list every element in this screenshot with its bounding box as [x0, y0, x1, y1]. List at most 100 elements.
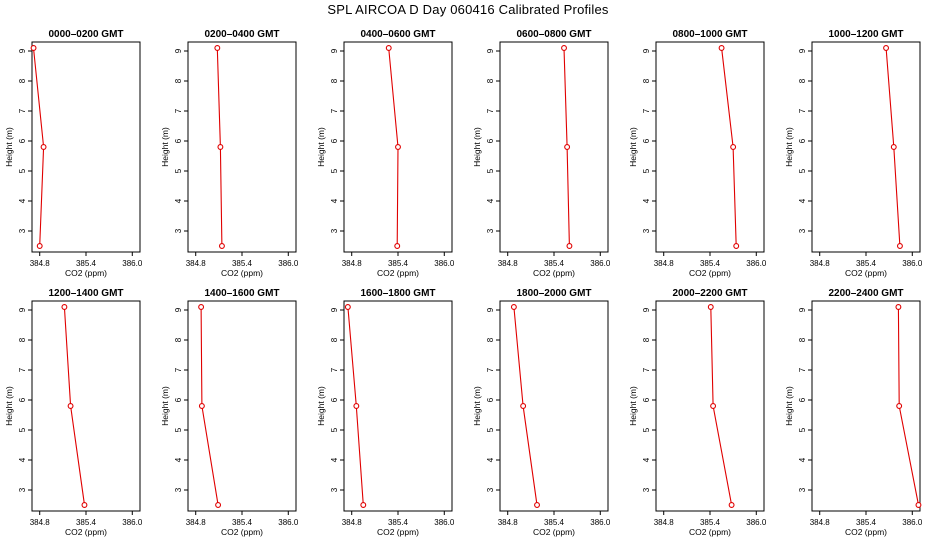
- x-axis-label: CO2 (ppm): [377, 527, 419, 537]
- x-tick-label: 384.8: [498, 259, 519, 268]
- panel-title: 2000–2200 GMT: [672, 288, 747, 299]
- y-axis-label: Height (m): [160, 127, 170, 167]
- data-point: [214, 45, 221, 51]
- x-tick-label: 386.0: [902, 259, 923, 268]
- x-tick-label: 384.8: [30, 518, 51, 527]
- x-tick-label: 384.8: [654, 518, 675, 527]
- panel-8: 1400–1600 GMT 384.8 385.4 386.0 CO2 (ppm) 3 4 5…: [160, 288, 299, 537]
- plot-frame: [187, 41, 297, 253]
- plot-frame: [31, 300, 141, 512]
- y-axis-label: Height (m): [160, 386, 170, 426]
- y-tick-label: 5: [18, 427, 27, 432]
- y-tick-label: 6: [330, 138, 339, 143]
- data-point: [40, 144, 47, 150]
- y-tick-label: 4: [330, 457, 339, 462]
- y-tick-label: 4: [798, 198, 807, 203]
- x-axis-label: CO2 (ppm): [689, 268, 731, 278]
- x-tick-label: 386.0: [902, 518, 923, 527]
- panel-title: 1400–1600 GMT: [204, 288, 279, 299]
- y-tick-label: 5: [642, 168, 651, 173]
- y-tick-label: 4: [798, 457, 807, 462]
- y-tick-label: 5: [330, 168, 339, 173]
- y-tick-label: 4: [486, 457, 495, 462]
- panel-7: 1200–1400 GMT 384.8 385.4 386.0 CO2 (ppm) 3 4 5…: [4, 288, 143, 537]
- x-tick-label: 384.8: [654, 259, 675, 268]
- y-tick-label: 9: [174, 307, 183, 312]
- x-tick-label: 384.8: [810, 518, 831, 527]
- x-axis-label: CO2 (ppm): [65, 527, 107, 537]
- panel-12: 2200–2400 GMT 384.8 385.4 386.0 CO2 (ppm) 3 4 5…: [784, 288, 923, 537]
- y-axis-label: Height (m): [628, 127, 638, 167]
- x-tick-label: 386.0: [590, 518, 611, 527]
- y-tick-label: 8: [486, 337, 495, 342]
- y-tick-label: 8: [642, 337, 651, 342]
- x-tick-label: 384.8: [810, 259, 831, 268]
- data-point: [218, 243, 225, 249]
- y-tick-label: 3: [18, 228, 27, 233]
- panel-title: 1000–1200 GMT: [828, 29, 903, 40]
- plot-frame: [655, 41, 765, 253]
- y-tick-label: 5: [642, 427, 651, 432]
- x-axis-label: CO2 (ppm): [689, 527, 731, 537]
- y-tick-label: 4: [486, 198, 495, 203]
- y-tick-label: 6: [330, 397, 339, 402]
- data-point: [718, 45, 725, 51]
- y-axis-label: Height (m): [628, 386, 638, 426]
- data-point: [520, 403, 527, 409]
- y-tick-label: 9: [486, 48, 495, 53]
- y-tick-label: 3: [798, 487, 807, 492]
- y-tick-label: 9: [798, 307, 807, 312]
- panel-5: 0800–1000 GMT 384.8 385.4 386.0 CO2 (ppm) 3 4 5…: [628, 29, 767, 278]
- panel-title: 0400–0600 GMT: [360, 29, 435, 40]
- y-tick-label: 6: [486, 138, 495, 143]
- panel-4: 0600–0800 GMT 384.8 385.4 386.0 CO2 (ppm) 3 4 5…: [472, 29, 611, 278]
- panel-3: 0400–0600 GMT 384.8 385.4 386.0 CO2 (ppm) 3 4 5…: [316, 29, 455, 278]
- y-tick-label: 9: [330, 307, 339, 312]
- x-tick-label: 385.4: [544, 518, 565, 527]
- y-tick-label: 5: [18, 168, 27, 173]
- panel-1: 0000–0200 GMT 384.8 385.4 386.0 CO2 (ppm) 3 4 5…: [4, 29, 143, 278]
- data-point: [395, 144, 401, 150]
- x-axis-label: CO2 (ppm): [533, 527, 575, 537]
- y-tick-label: 8: [642, 78, 651, 83]
- y-tick-label: 5: [330, 427, 339, 432]
- y-tick-label: 9: [18, 48, 27, 53]
- y-tick-label: 7: [798, 108, 807, 113]
- y-tick-label: 3: [330, 487, 339, 492]
- data-point: [510, 304, 517, 310]
- panel-title: 0000–0200 GMT: [48, 29, 123, 40]
- data-point: [710, 403, 717, 409]
- plot-frame: [655, 300, 765, 512]
- data-point: [360, 502, 367, 508]
- x-tick-label: 384.8: [498, 518, 519, 527]
- data-point: [890, 144, 897, 150]
- y-tick-label: 6: [174, 397, 183, 402]
- y-tick-label: 6: [642, 138, 651, 143]
- y-tick-label: 4: [174, 457, 183, 462]
- panel-title: 0200–0400 GMT: [204, 29, 279, 40]
- data-point: [61, 304, 68, 310]
- y-tick-label: 5: [798, 427, 807, 432]
- data-point: [728, 502, 735, 508]
- panel-title: 0600–0800 GMT: [516, 29, 591, 40]
- y-tick-label: 6: [18, 397, 27, 402]
- x-tick-label: 385.4: [388, 259, 409, 268]
- y-tick-label: 9: [798, 48, 807, 53]
- y-tick-label: 7: [330, 367, 339, 372]
- y-tick-label: 5: [486, 427, 495, 432]
- y-tick-label: 8: [486, 78, 495, 83]
- data-point: [394, 243, 401, 249]
- y-tick-label: 9: [642, 48, 651, 53]
- x-tick-label: 386.0: [278, 518, 299, 527]
- data-point: [67, 403, 74, 409]
- y-tick-label: 5: [798, 168, 807, 173]
- y-tick-label: 4: [18, 457, 27, 462]
- data-point: [730, 144, 737, 150]
- y-tick-label: 9: [486, 307, 495, 312]
- x-tick-label: 385.4: [700, 259, 721, 268]
- panel-10: 1800–2000 GMT 384.8 385.4 386.0 CO2 (ppm) 3 4 5…: [472, 288, 611, 537]
- data-point: [883, 45, 890, 51]
- y-tick-label: 8: [330, 337, 339, 342]
- y-tick-label: 3: [798, 228, 807, 233]
- x-tick-label: 386.0: [746, 518, 767, 527]
